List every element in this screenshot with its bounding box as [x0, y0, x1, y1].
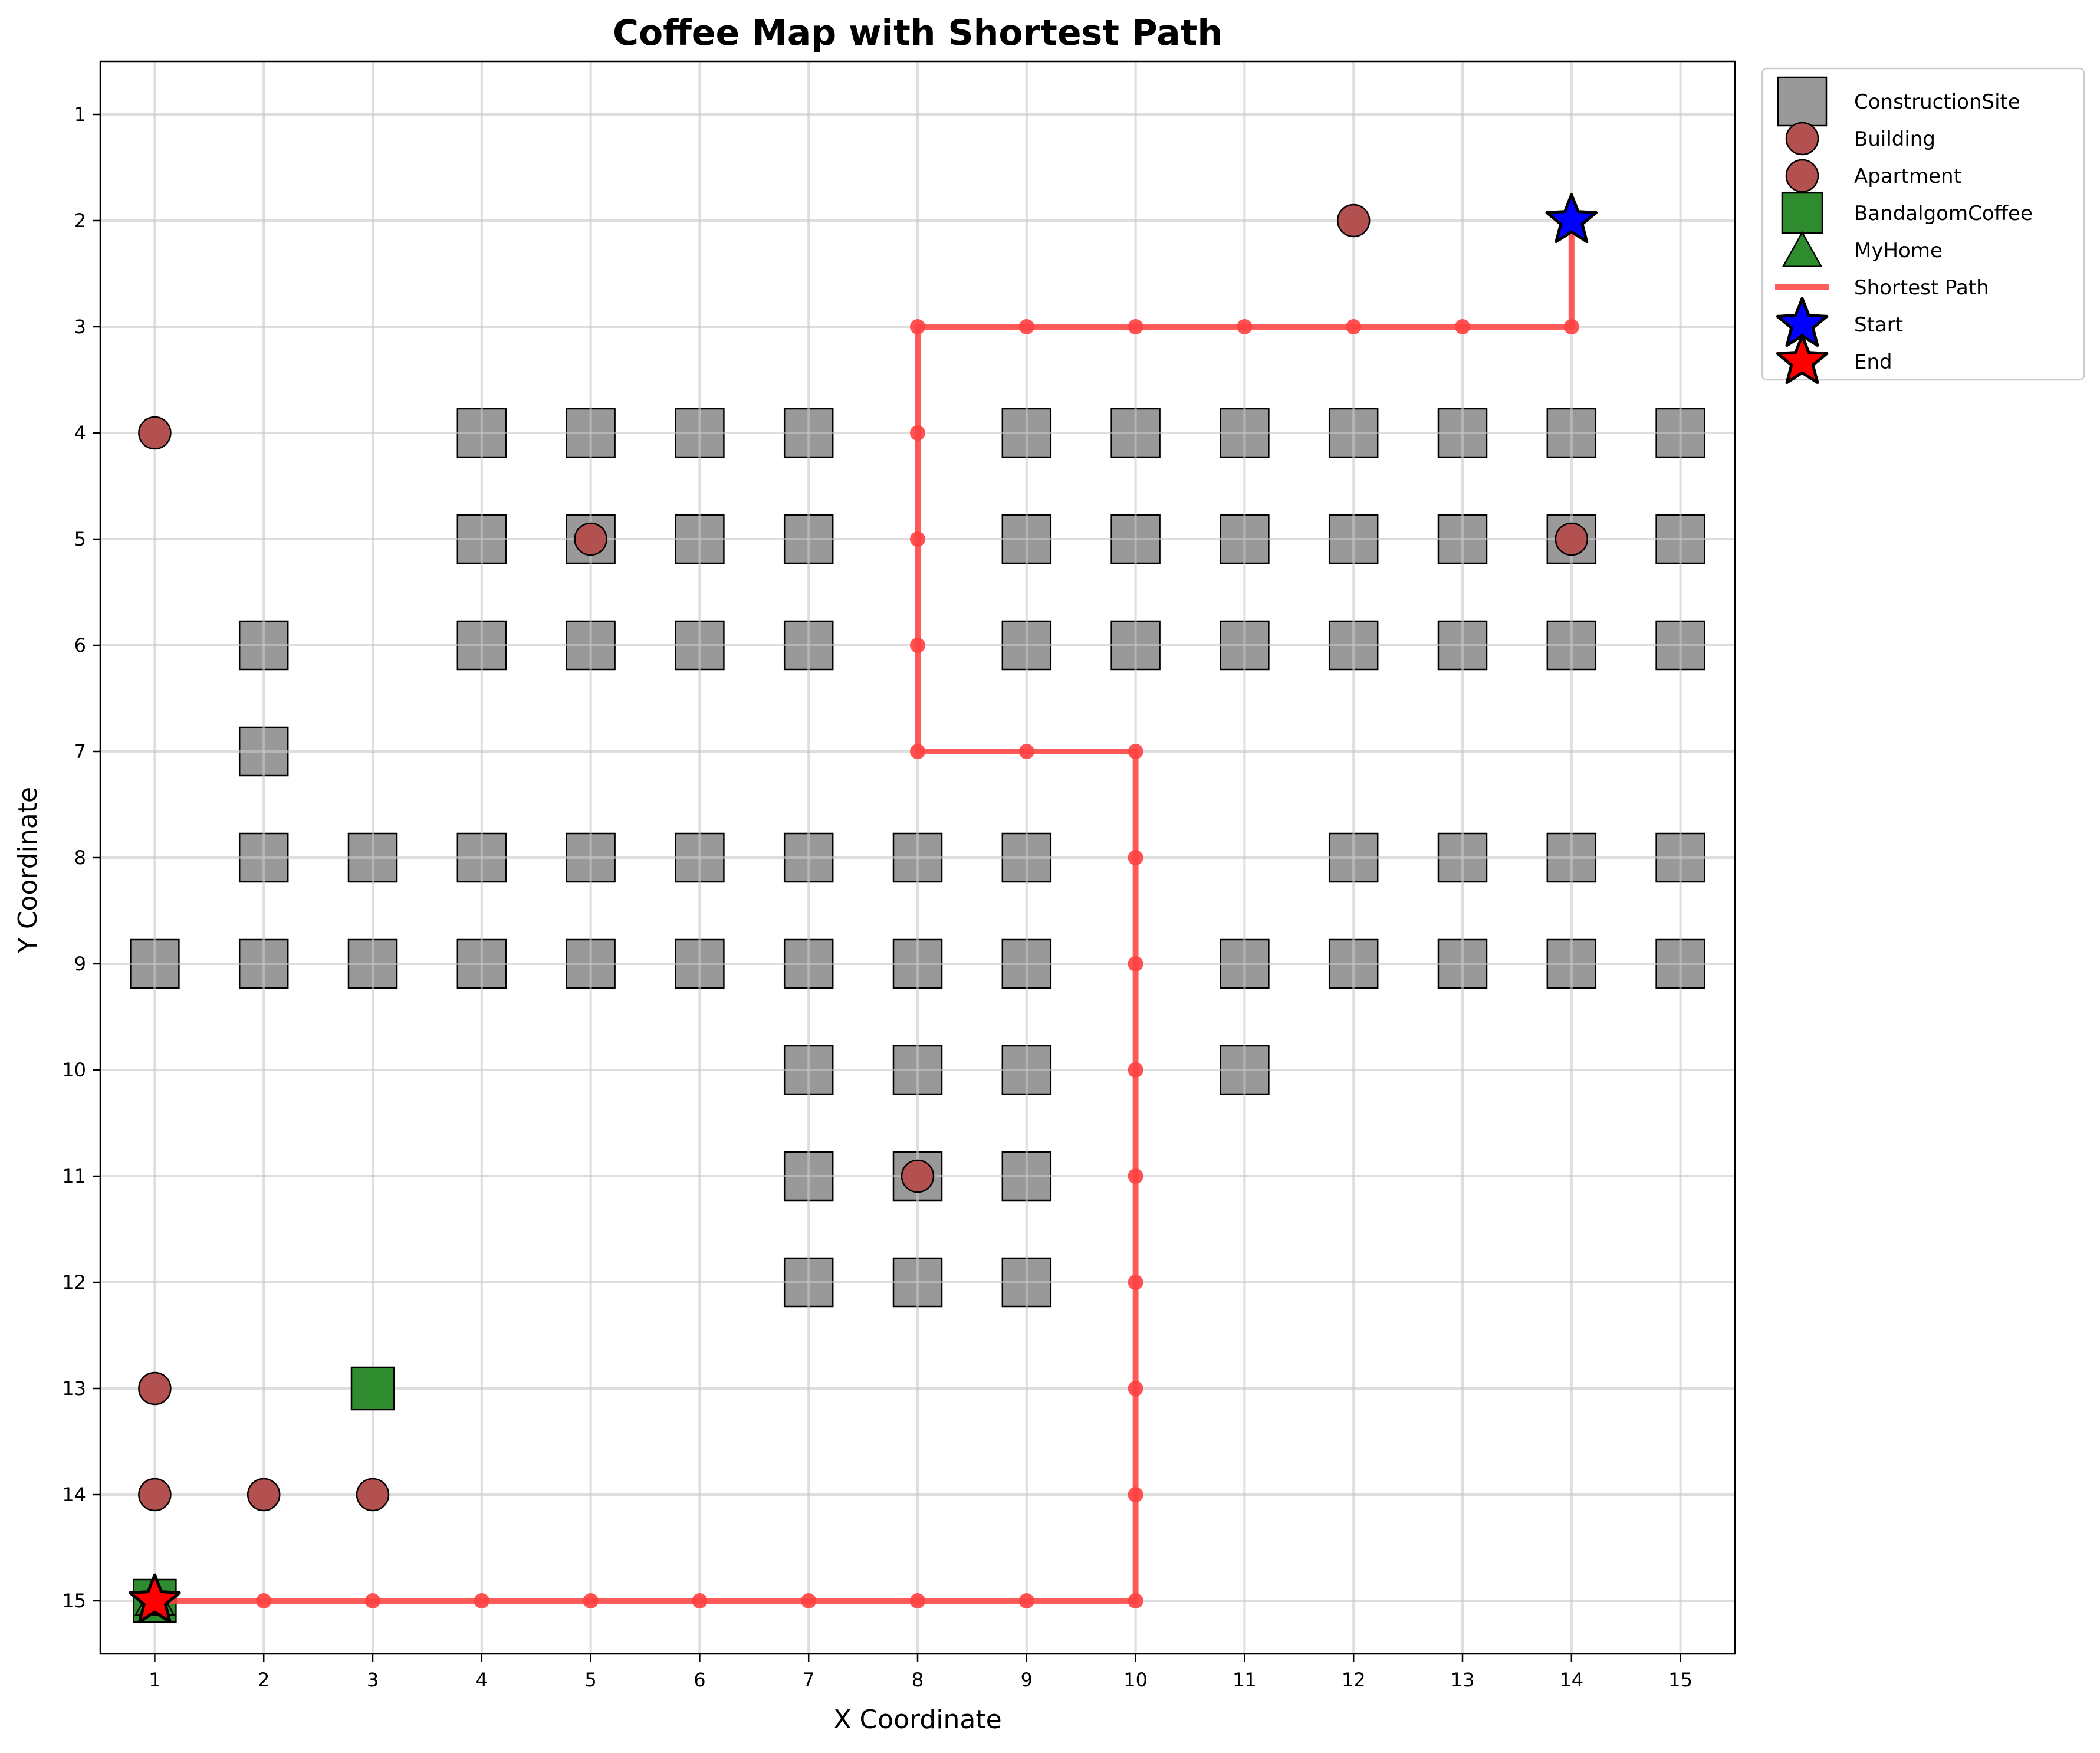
legend-label: ConstructionSite [1854, 90, 2020, 114]
legend-icon-end [1776, 334, 1829, 385]
x-tick-label: 7 [803, 1669, 814, 1691]
apartment-marker [356, 1478, 390, 1512]
legend-label: Apartment [1854, 165, 1961, 188]
legend: ConstructionSite Building Apartment Bandalg… [1761, 67, 2085, 385]
path-node-marker [910, 638, 925, 653]
path-node-marker [256, 1593, 272, 1608]
y-tick-label: 5 [74, 528, 86, 550]
legend-label: Shortest Path [1854, 276, 1989, 300]
building-marker [574, 522, 607, 556]
y-tick-label: 9 [74, 953, 86, 975]
axis-ticks: 1 2 3 4 5 6 7 8 9 10 11 12 13 14 151234567891011121314… [62, 103, 1693, 1691]
y-tick-label: 6 [74, 634, 86, 656]
building-marker [138, 1478, 172, 1512]
x-tick-label: 11 [1233, 1669, 1257, 1691]
path-node-marker [1563, 319, 1579, 334]
building-marker [901, 1159, 935, 1193]
path-node-marker [910, 1593, 925, 1608]
y-tick-label: 4 [74, 422, 86, 444]
path-node-marker [1128, 319, 1143, 334]
x-tick-label: 5 [584, 1669, 596, 1691]
path-node-marker [1128, 1487, 1143, 1502]
x-tick-label: 6 [694, 1669, 705, 1691]
path-node-marker [365, 1593, 380, 1608]
coffee-marker [350, 1366, 395, 1411]
path-node-marker [1018, 744, 1034, 759]
y-axis-label: Y Coordinate [13, 787, 43, 954]
chart-title: Coffee Map with Shortest Path [613, 12, 1222, 54]
legend-icon-constructionsite [1777, 76, 1828, 127]
y-tick-label: 10 [62, 1059, 86, 1081]
path-node-marker [1128, 850, 1143, 865]
x-tick-label: 4 [476, 1669, 488, 1691]
path-node-marker [1018, 1593, 1034, 1608]
end-star-marker [129, 1573, 181, 1624]
y-tick-label: 1 [74, 103, 86, 126]
building-marker [138, 1371, 172, 1406]
y-tick-label: 12 [62, 1271, 86, 1294]
legend-box [1761, 67, 2085, 381]
legend-icon-building [1785, 122, 1819, 156]
path-node-marker [1455, 319, 1470, 334]
legend-label: Building [1854, 127, 1935, 151]
path-node-marker [1128, 1168, 1143, 1184]
path-node-marker [1346, 319, 1362, 334]
building-marker [138, 416, 172, 450]
start-star-marker [1545, 193, 1598, 244]
x-axis-label: X Coordinate [833, 1705, 1001, 1735]
legend-icon-myhome [1782, 231, 1823, 268]
y-tick-label: 13 [62, 1377, 86, 1400]
path-node-marker [474, 1593, 489, 1608]
y-tick-label: 14 [62, 1483, 86, 1506]
apartment-marker [247, 1478, 281, 1512]
path-node-marker [910, 425, 925, 441]
y-tick-label: 8 [74, 846, 86, 869]
x-tick-label: 13 [1451, 1669, 1475, 1691]
legend-label: BandalgomCoffee [1854, 202, 2033, 225]
path-node-marker [1128, 1381, 1143, 1396]
path-node-marker [1018, 319, 1034, 334]
foreground-marks [129, 193, 1598, 1624]
path-node-marker [1128, 1593, 1143, 1608]
x-tick-label: 3 [367, 1669, 379, 1691]
y-tick-label: 15 [62, 1590, 86, 1612]
legend-label: End [1854, 350, 1892, 374]
path-node-marker [1128, 956, 1143, 971]
path-node-marker [1128, 744, 1143, 759]
path-node-marker [1128, 1275, 1143, 1290]
path-node-marker [801, 1593, 817, 1608]
y-tick-label: 11 [62, 1165, 86, 1187]
legend-label: MyHome [1854, 239, 1943, 262]
path-node-marker [583, 1593, 599, 1608]
path-node-marker [910, 744, 925, 759]
path-node-marker [1237, 319, 1253, 334]
x-tick-label: 2 [258, 1669, 270, 1691]
y-tick-label: 7 [74, 740, 86, 763]
legend-label: Start [1854, 313, 1903, 337]
x-tick-label: 8 [912, 1669, 924, 1691]
y-tick-label: 2 [74, 209, 86, 232]
y-tick-label: 3 [74, 316, 86, 338]
building-marker [1555, 522, 1589, 556]
path-node-marker [910, 531, 925, 547]
x-tick-label: 15 [1668, 1669, 1693, 1691]
legend-icon-apartment [1785, 159, 1819, 193]
x-tick-label: 12 [1342, 1669, 1366, 1691]
path-node-marker [1128, 1062, 1143, 1078]
x-tick-label: 1 [149, 1669, 160, 1691]
path-node-marker [692, 1593, 708, 1608]
legend-icon-bandalgomcoffee [1781, 192, 1823, 234]
building-marker [1336, 203, 1371, 238]
path-node-marker [910, 319, 925, 334]
x-tick-label: 14 [1559, 1669, 1583, 1691]
x-tick-label: 9 [1021, 1669, 1033, 1691]
x-tick-label: 10 [1123, 1669, 1148, 1691]
